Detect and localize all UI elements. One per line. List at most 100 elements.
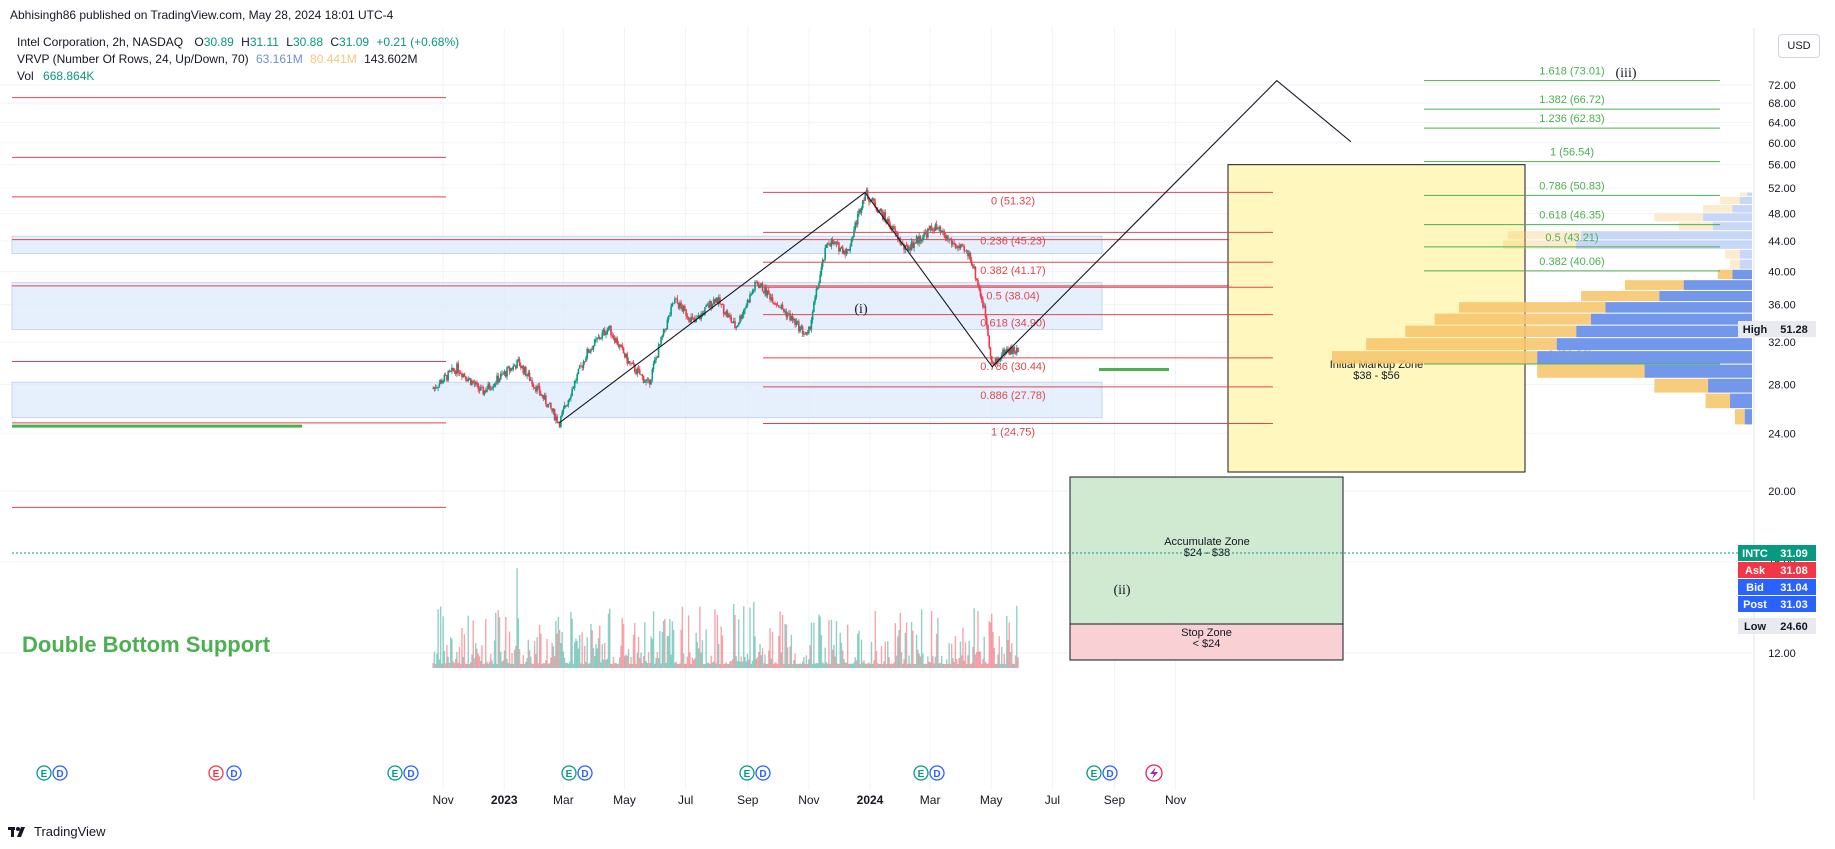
volume-bar <box>882 663 884 668</box>
candle-body <box>739 315 741 324</box>
candle-body <box>645 379 647 382</box>
volume-bar <box>463 634 466 668</box>
candle-body <box>831 240 834 245</box>
candle-body <box>808 326 810 334</box>
candle-body <box>845 249 848 255</box>
volume-bar <box>761 647 764 668</box>
volume-bar <box>573 642 576 668</box>
candle-body <box>632 362 635 365</box>
event-badge-icon <box>403 765 419 781</box>
volume-bar <box>874 611 876 668</box>
volume-bar <box>705 629 707 668</box>
candle-body <box>729 314 731 317</box>
x-tick-label: Sep <box>1104 793 1126 807</box>
volume-bar <box>830 619 833 668</box>
y-tick-label: 72.00 <box>1768 80 1796 92</box>
footer-brand[interactable]: TradingView <box>34 824 106 839</box>
volume-bar <box>558 629 561 668</box>
volume-bar <box>490 653 492 668</box>
volume-bar <box>533 641 536 668</box>
volume-bar <box>776 663 779 668</box>
volume-bar <box>789 646 791 668</box>
event-badge-icon <box>387 765 403 781</box>
volume-bar <box>447 656 449 668</box>
volume-bar <box>992 631 994 668</box>
symbol-title[interactable]: Intel Corporation, 2h, NASDAQ <box>17 35 184 49</box>
candle-body <box>496 375 498 384</box>
candle-body <box>940 231 943 233</box>
candle-body <box>783 309 785 312</box>
vp-up-bar <box>1739 249 1752 259</box>
fib-retracement-label: 0 (51.32) <box>991 195 1035 207</box>
candle-body <box>1005 348 1008 352</box>
volume-bar <box>546 639 548 668</box>
candle-body <box>855 222 858 225</box>
vp-up-bar <box>1739 259 1752 269</box>
candle-body <box>934 224 937 231</box>
candle-body <box>530 380 532 381</box>
price-tag-label-bg <box>1738 618 1772 634</box>
candle-body <box>684 306 686 310</box>
candle-body <box>930 226 933 229</box>
volume-bar <box>434 663 437 668</box>
currency-button[interactable]: USD <box>1778 34 1820 58</box>
candle-body <box>736 325 739 328</box>
volume-bar <box>843 659 845 668</box>
volume-bar <box>785 624 788 668</box>
volume-bar <box>725 662 727 668</box>
x-axis: Nov 2023 Mar May Jul Sep Nov 2024 Mar May Jul Sep No… <box>432 793 1186 807</box>
candle-body <box>833 241 835 245</box>
candle-body <box>608 325 611 328</box>
change-value: +0.21 (+0.68%) <box>376 35 460 49</box>
candle-body <box>581 365 583 368</box>
vp-up-bar <box>1605 302 1752 313</box>
candle-body <box>964 250 967 252</box>
candle-body <box>439 380 442 384</box>
volume-bar <box>885 664 888 668</box>
vrvp-label[interactable]: VRVP (Number Of Rows, 24, Up/Down, 70) <box>17 52 249 66</box>
candle-body <box>592 345 595 350</box>
volume-bar <box>943 663 945 668</box>
price-tag-label: Low <box>1744 621 1766 633</box>
candle-body <box>617 344 620 347</box>
volume-bar <box>464 663 467 668</box>
volume-bar <box>583 646 586 668</box>
candle-body <box>464 376 467 380</box>
candle-body <box>448 371 451 372</box>
vp-down-bar <box>1705 393 1731 409</box>
volume-bar <box>645 661 647 668</box>
volume-bar <box>863 660 865 668</box>
volume-bar <box>443 650 446 668</box>
volume-label[interactable]: Vol <box>17 69 34 83</box>
candle-body <box>457 363 459 373</box>
volume-bar <box>627 649 630 668</box>
candle-body <box>580 365 582 367</box>
candle-body <box>628 361 631 363</box>
candle-body <box>740 315 743 319</box>
volume-bar <box>475 643 477 668</box>
volume-bar <box>799 663 801 668</box>
volume-bar <box>950 643 953 668</box>
x-tick-label: May <box>613 793 636 807</box>
candle-body <box>674 298 676 304</box>
volume-bar <box>993 647 995 668</box>
candle-body <box>436 387 438 389</box>
volume-bar <box>657 657 660 668</box>
candle-body <box>880 209 883 213</box>
event-badge-icon <box>577 765 593 781</box>
candle-body <box>767 290 770 294</box>
candle-body <box>622 347 625 354</box>
volume-bar <box>754 636 756 668</box>
volume-bar <box>859 663 861 668</box>
event-badge-letter: D <box>759 769 766 780</box>
volume-bar <box>712 661 715 668</box>
candle-body <box>773 303 775 304</box>
candle-body <box>990 356 993 362</box>
volume-bar <box>685 663 687 668</box>
candle-body <box>900 242 903 245</box>
volume-bar <box>979 651 982 668</box>
candle-body <box>820 266 823 275</box>
volume-bar <box>833 644 835 668</box>
